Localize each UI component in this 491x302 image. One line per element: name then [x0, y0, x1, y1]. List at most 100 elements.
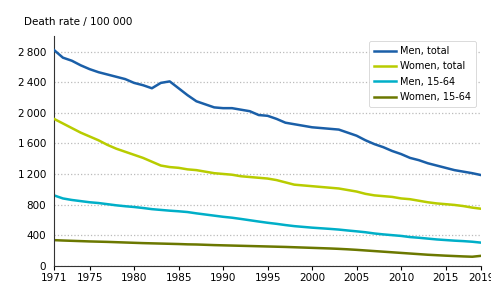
Men, total [185, 93, 191, 97]
Men, total [96, 70, 102, 74]
Men, 15-64 [371, 232, 377, 235]
Women, total [51, 117, 57, 121]
Women, 15-64 [86, 239, 92, 243]
Women, 15-64 [202, 243, 208, 247]
Women, total [478, 207, 484, 210]
Men, total [300, 124, 306, 127]
Women, total [167, 165, 173, 169]
Line: Women, 15-64: Women, 15-64 [54, 240, 481, 257]
Women, total [176, 166, 182, 170]
Women, 15-64 [371, 249, 377, 253]
Women, total [238, 175, 244, 178]
Women, 15-64 [336, 247, 342, 251]
Women, total [247, 175, 253, 179]
Men, 15-64 [282, 223, 288, 227]
Men, total [442, 166, 448, 170]
Men, total [309, 125, 315, 129]
Men, 15-64 [193, 211, 199, 215]
Men, total [60, 56, 66, 59]
Men, 15-64 [407, 235, 413, 239]
Women, 15-64 [478, 254, 484, 258]
Women, 15-64 [131, 241, 137, 245]
Men, 15-64 [78, 199, 83, 203]
Men, total [362, 139, 368, 142]
Women, total [461, 204, 466, 208]
Men, 15-64 [389, 233, 395, 237]
Women, total [452, 203, 458, 207]
Men, total [327, 127, 333, 131]
Men, 15-64 [96, 201, 102, 205]
Men, total [273, 117, 279, 121]
Men, 15-64 [69, 198, 75, 202]
Men, total [256, 113, 262, 117]
Women, 15-64 [354, 248, 359, 252]
Men, 15-64 [60, 197, 66, 200]
Women, total [78, 131, 83, 134]
Women, total [122, 150, 128, 154]
Men, total [318, 126, 324, 130]
Women, total [86, 135, 92, 138]
Women, total [131, 153, 137, 157]
Men, 15-64 [291, 224, 297, 228]
Men, total [86, 67, 92, 71]
Men, 15-64 [149, 207, 155, 211]
Men, 15-64 [478, 241, 484, 244]
Women, 15-64 [158, 242, 164, 246]
Women, 15-64 [407, 252, 413, 255]
Women, 15-64 [193, 243, 199, 246]
Men, 15-64 [86, 201, 92, 204]
Women, total [193, 168, 199, 172]
Women, 15-64 [211, 243, 217, 247]
Women, 15-64 [265, 245, 271, 248]
Men, 15-64 [256, 220, 262, 223]
Men, total [229, 106, 235, 110]
Men, total [282, 121, 288, 124]
Line: Women, total: Women, total [54, 119, 481, 209]
Women, 15-64 [273, 245, 279, 249]
Women, total [336, 187, 342, 190]
Men, 15-64 [247, 218, 253, 222]
Women, 15-64 [122, 241, 128, 244]
Women, total [442, 202, 448, 206]
Line: Men, 15-64: Men, 15-64 [54, 195, 481, 243]
Men, 15-64 [442, 238, 448, 242]
Men, total [176, 86, 182, 90]
Women, total [202, 170, 208, 173]
Men, 15-64 [229, 216, 235, 220]
Men, total [452, 168, 458, 172]
Women, 15-64 [381, 250, 386, 253]
Women, 15-64 [461, 255, 466, 258]
Men, 15-64 [167, 209, 173, 213]
Men, 15-64 [327, 227, 333, 231]
Women, total [345, 188, 351, 192]
Women, 15-64 [452, 254, 458, 258]
Men, total [291, 122, 297, 126]
Men, 15-64 [362, 230, 368, 234]
Women, total [256, 176, 262, 180]
Women, 15-64 [434, 253, 439, 257]
Women, 15-64 [425, 253, 431, 257]
Men, 15-64 [354, 230, 359, 233]
Women, 15-64 [389, 250, 395, 254]
Women, total [69, 126, 75, 130]
Men, 15-64 [176, 210, 182, 213]
Women, total [60, 122, 66, 125]
Women, total [220, 172, 226, 176]
Men, total [140, 83, 146, 87]
Women, total [140, 156, 146, 160]
Men, total [158, 81, 164, 85]
Men, total [78, 63, 83, 67]
Women, total [318, 185, 324, 189]
Women, 15-64 [96, 240, 102, 243]
Men, 15-64 [469, 240, 475, 243]
Men, total [354, 134, 359, 137]
Men, total [122, 77, 128, 81]
Men, 15-64 [51, 194, 57, 197]
Women, total [371, 194, 377, 197]
Women, total [273, 178, 279, 182]
Women, total [158, 164, 164, 167]
Men, total [389, 149, 395, 153]
Men, total [113, 75, 119, 79]
Women, total [389, 195, 395, 199]
Men, 15-64 [265, 221, 271, 225]
